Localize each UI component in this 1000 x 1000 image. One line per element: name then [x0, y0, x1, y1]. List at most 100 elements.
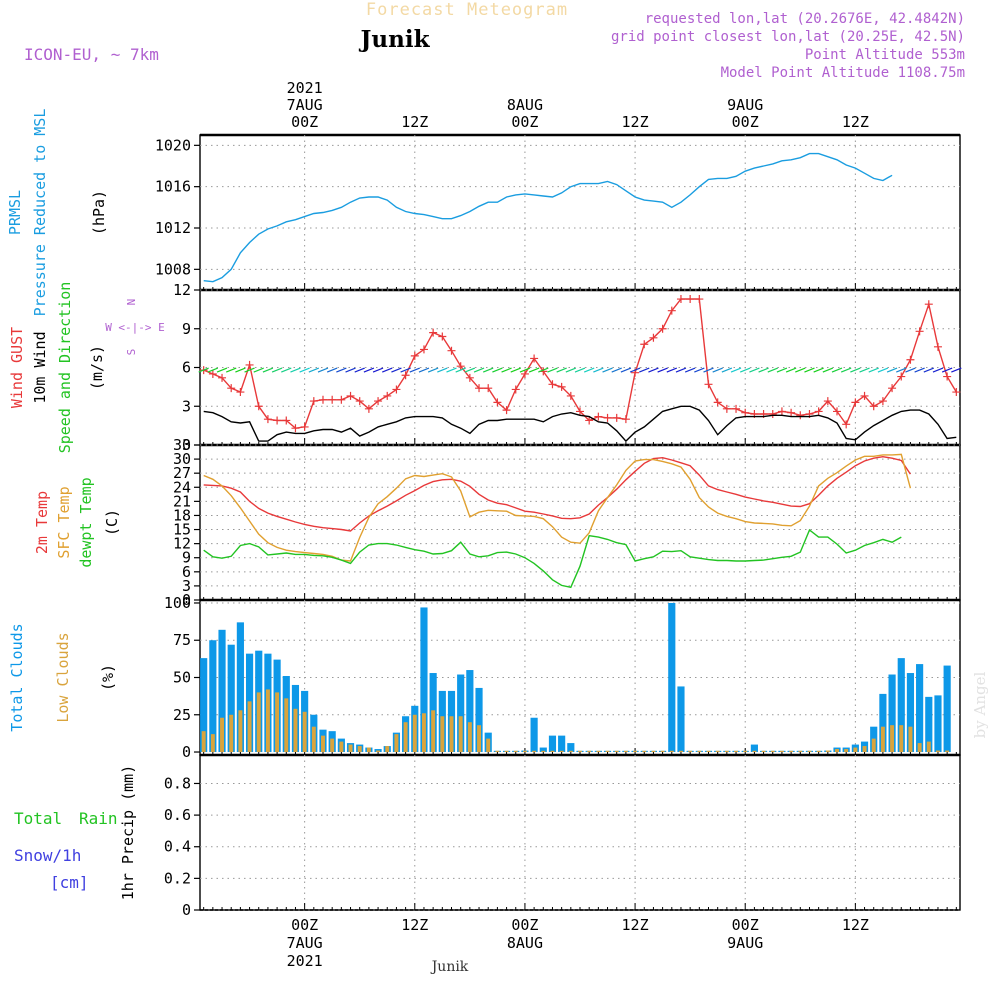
bar-low-clouds [449, 716, 454, 753]
gust-marker [419, 345, 428, 354]
gust-marker [952, 388, 961, 397]
panel-frame [199, 134, 961, 291]
bar-low-clouds [798, 750, 803, 753]
y-axis-label-1: Low Clouds [54, 632, 72, 722]
gust-marker [796, 411, 805, 420]
bar-total-clouds [236, 622, 244, 753]
gust-marker [401, 371, 410, 380]
gust-marker [860, 391, 869, 400]
bar-low-clouds [724, 750, 729, 753]
wind-direction-arrow [639, 367, 650, 373]
bar-low-clouds [825, 750, 830, 753]
bar-total-clouds [668, 602, 676, 753]
bar-low-clouds [458, 716, 463, 753]
point-altitude: Point Altitude 553m [805, 47, 965, 63]
y-tick-label: 0 [182, 436, 191, 454]
gust-marker [484, 384, 493, 393]
wind-direction-arrow [345, 367, 356, 373]
gust-marker [576, 407, 584, 416]
wind-direction-arrow [648, 367, 659, 373]
bar-total-clouds [879, 693, 887, 753]
bottom-time-label: 8AUG [507, 934, 543, 952]
gust-marker [465, 373, 474, 382]
wind-direction-arrow [281, 367, 292, 373]
gust-marker [566, 391, 575, 400]
wind-direction-arrow [776, 367, 788, 373]
gust-marker [456, 362, 465, 371]
y-tick-label: 18 [173, 506, 191, 524]
top-time-label: 12Z [401, 113, 428, 131]
y-tick-label: 0.4 [164, 838, 191, 856]
panel-frame [199, 754, 961, 911]
y-tick-label: 100 [164, 594, 191, 612]
wind-direction-arrow [850, 367, 861, 373]
bar-low-clouds [761, 750, 766, 753]
bar-total-clouds [943, 665, 951, 753]
bottom-time-label: 00Z [511, 916, 538, 934]
compass-west-east: W <-|-> E [105, 321, 165, 334]
wind-direction-arrow [795, 367, 806, 373]
bar-low-clouds [871, 738, 876, 753]
bar-low-clouds [642, 750, 647, 753]
series-line-dewpt-temp [203, 528, 902, 589]
wind-direction-arrow [923, 367, 935, 373]
snow-label: Snow/1h [14, 846, 81, 865]
bar-low-clouds [917, 743, 922, 753]
gust-marker [676, 295, 685, 304]
bar-low-clouds [229, 714, 234, 753]
gust-marker [208, 369, 217, 378]
bar-low-clouds [265, 689, 270, 753]
gust-marker [364, 404, 373, 413]
plot-layer: 1008 1012 1016 1020 PRMSL Pressure Reduced to… [6, 79, 962, 970]
gust-marker [649, 333, 658, 342]
gust-marker [493, 398, 502, 407]
requested-coords: requested lon,lat (20.2676E, 42.4842N) [645, 11, 965, 27]
wind-direction-arrow [363, 367, 375, 373]
wind-direction-arrow [896, 367, 907, 373]
wind-direction-arrow [914, 367, 925, 373]
gust-marker [777, 407, 786, 416]
wind-direction-arrow [886, 367, 898, 373]
wind-direction-arrow [684, 367, 696, 373]
bar-low-clouds [587, 750, 592, 753]
bar-low-clouds [752, 750, 757, 753]
wind-direction-arrow [831, 367, 843, 373]
bar-low-clouds [660, 750, 665, 753]
wind-direction-arrow [336, 367, 347, 373]
bar-low-clouds [293, 708, 298, 753]
y-axis-label-3: (m/s) [88, 345, 106, 390]
bar-low-clouds [890, 725, 895, 753]
wind-direction-arrow [372, 367, 384, 373]
bar-low-clouds [779, 750, 784, 753]
bottom-time-label: 00Z [291, 916, 318, 934]
wind-direction-arrow [675, 367, 687, 373]
gust-marker [236, 388, 245, 397]
wind-direction-arrow [538, 367, 549, 373]
wind-direction-arrow [510, 367, 521, 373]
wind-direction-arrow [400, 367, 411, 373]
wind-direction-arrow [271, 367, 283, 373]
wind-direction-arrow [216, 367, 228, 373]
wind-direction-arrow [262, 367, 274, 373]
bar-total-clouds [475, 687, 483, 753]
gust-marker [594, 412, 603, 421]
gust-marker [741, 408, 750, 417]
bar-low-clouds [807, 750, 812, 753]
bar-low-clouds [421, 713, 426, 753]
bar-low-clouds [431, 710, 436, 753]
wind-direction-arrow [409, 367, 421, 373]
wind-direction-arrow [482, 367, 494, 373]
wind-direction-arrow [225, 367, 237, 373]
bar-low-clouds [835, 749, 839, 753]
wind-direction-arrow [464, 367, 476, 373]
bar-total-clouds [897, 658, 905, 753]
bar-low-clouds [477, 725, 482, 753]
gust-marker [438, 332, 447, 341]
bar-total-clouds [218, 629, 226, 753]
bar-low-clouds [532, 750, 537, 753]
bar-total-clouds [374, 749, 382, 753]
gust-marker [511, 385, 520, 394]
wind-direction-arrow [556, 367, 567, 373]
gust-marker [732, 404, 741, 413]
series-line-10m-wind [203, 405, 957, 443]
